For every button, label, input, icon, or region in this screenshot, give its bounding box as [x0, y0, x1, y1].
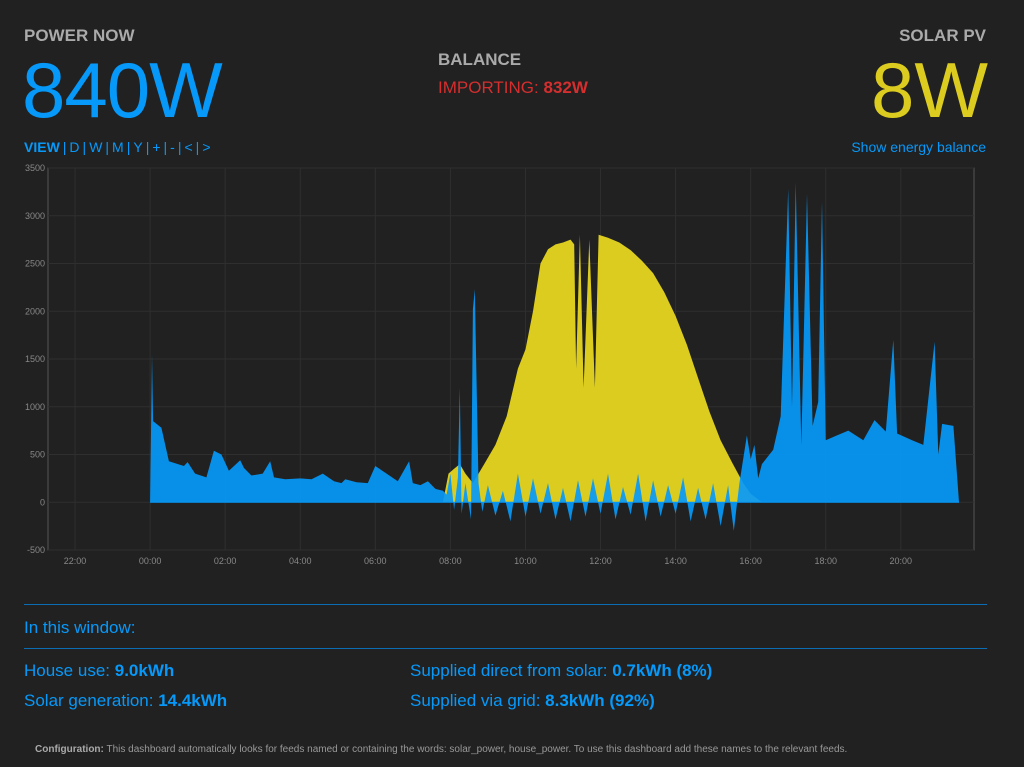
y-tick-label: 0: [40, 497, 45, 507]
window-summary-title: In this window:: [24, 618, 136, 637]
house-use-label: House use:: [24, 661, 115, 680]
x-tick-label: 12:00: [589, 556, 612, 566]
divider-bottom: [24, 648, 987, 649]
view-label: VIEW: [24, 139, 60, 155]
solar-pv-label: SOLAR PV: [899, 26, 986, 45]
x-axis-ticks: 22:00 00:00 02:00 04:00 06:00 08:00 10:00 12:00…: [64, 556, 912, 566]
y-tick-label: 1500: [25, 354, 45, 364]
configuration-note: Configuration: This dashboard automatica…: [35, 744, 847, 755]
solar-pv-value: 8W: [871, 46, 988, 134]
x-tick-label: 22:00: [64, 556, 87, 566]
y-tick-label: 2500: [25, 259, 45, 269]
grid-supply-stat: Supplied via grid: 8.3kWh (92%): [410, 691, 655, 711]
y-axis-ticks: 3500 3000 2500 2000 1500 1000 500 0 -500: [25, 163, 45, 555]
y-tick-label: 1000: [25, 402, 45, 412]
x-tick-label: 08:00: [439, 556, 462, 566]
power-now-value: 840W: [22, 46, 223, 134]
house-use-value: 9.0kWh: [114, 661, 175, 680]
house-power-series: [150, 182, 960, 531]
view-nav: VIEW | D | W | M | Y | + | - | < | >: [24, 139, 211, 155]
x-tick-label: 16:00: [739, 556, 762, 566]
zoom-in-button[interactable]: +: [152, 139, 161, 155]
x-tick-label: 14:00: [664, 556, 687, 566]
balance-label: BALANCE: [438, 50, 522, 69]
y-tick-label: -500: [27, 545, 45, 555]
chart-series: [150, 182, 960, 531]
pan-right-button[interactable]: >: [202, 139, 211, 155]
balance-status-text: IMPORTING:: [438, 78, 544, 97]
y-tick-label: 500: [30, 450, 45, 460]
divider-top: [24, 604, 987, 605]
solar-generation-value: 14.4kWh: [158, 691, 228, 710]
house-use-stat: House use: 9.0kWh: [24, 661, 174, 681]
direct-solar-label: Supplied direct from solar:: [410, 661, 613, 680]
direct-solar-stat: Supplied direct from solar: 0.7kWh (8%): [410, 661, 712, 681]
view-day-button[interactable]: D: [69, 139, 80, 155]
solar-generation-label: Solar generation:: [24, 691, 159, 710]
power-now-label: POWER NOW: [24, 26, 135, 45]
x-tick-label: 02:00: [214, 556, 237, 566]
zoom-out-button[interactable]: -: [170, 139, 175, 155]
x-tick-label: 00:00: [139, 556, 162, 566]
x-tick-label: 04:00: [289, 556, 312, 566]
configuration-label: Configuration:: [35, 744, 104, 755]
y-tick-label: 3000: [25, 211, 45, 221]
direct-solar-value: 0.7kWh (8%): [612, 661, 713, 680]
view-month-button[interactable]: M: [112, 139, 124, 155]
x-tick-label: 20:00: [890, 556, 913, 566]
grid-supply-label: Supplied via grid:: [410, 691, 546, 710]
balance-status: IMPORTING: 832W: [438, 78, 588, 98]
x-tick-label: 06:00: [364, 556, 387, 566]
view-year-button[interactable]: Y: [133, 139, 143, 155]
balance-value: 832W: [543, 78, 588, 97]
solar-power-series: [442, 234, 762, 503]
solar-generation-stat: Solar generation: 14.4kWh: [24, 691, 227, 711]
configuration-text: This dashboard automatically looks for f…: [103, 744, 848, 755]
show-energy-balance-link[interactable]: Show energy balance: [851, 139, 986, 155]
pan-left-button[interactable]: <: [184, 139, 193, 155]
view-week-button[interactable]: W: [89, 139, 103, 155]
y-tick-label: 2000: [25, 306, 45, 316]
x-tick-label: 18:00: [814, 556, 837, 566]
y-tick-label: 3500: [25, 163, 45, 173]
grid-supply-value: 8.3kWh (92%): [545, 691, 655, 710]
power-chart[interactable]: 3500 3000 2500 2000 1500 1000 500 0 -500 22:00 00…: [0, 160, 1024, 570]
x-tick-label: 10:00: [514, 556, 537, 566]
